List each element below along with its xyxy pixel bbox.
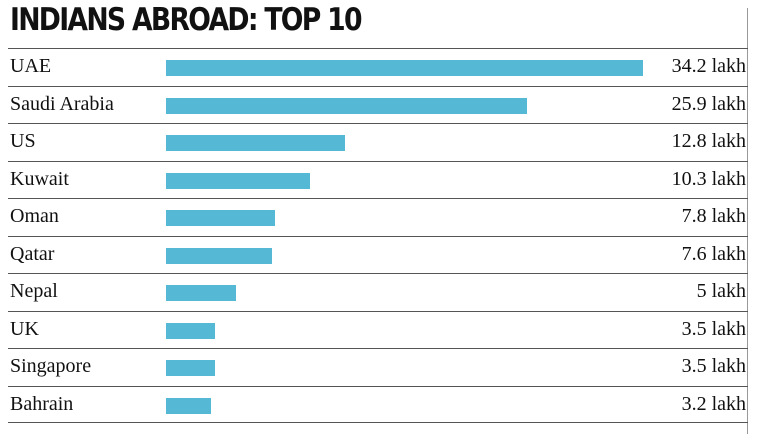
data-label: 7.8 lakh [681,205,746,227]
data-label: 3.5 lakh [681,355,746,377]
category-label: Singapore [10,355,92,377]
category-label: Kuwait [10,167,69,190]
bar-row: Nepal 5 lakh [8,273,748,311]
category-label: US [10,130,36,152]
data-label: 5 lakh [696,280,746,302]
bar [166,285,236,301]
category-label: Saudi Arabia [10,92,114,115]
bar-row: Saudi Arabia 25.9 lakh [8,85,748,124]
bar [166,322,215,339]
category-label: UK [10,317,39,340]
bar [166,97,527,114]
bar [166,247,272,264]
bar [166,135,345,151]
bar [166,60,643,76]
data-label: 3.2 lakh [681,392,746,415]
bar [166,397,211,414]
bar [166,210,275,226]
data-label: 7.6 lakh [681,242,746,265]
bar-row: US 12.8 lakh [8,123,748,161]
bar [166,172,310,189]
category-label: Nepal [10,280,58,302]
data-label: 10.3 lakh [671,167,746,190]
category-label: UAE [10,55,52,77]
category-label: Oman [10,205,59,227]
bar-row: Singapore 3.5 lakh [8,348,748,386]
data-label: 12.8 lakh [671,130,746,152]
bar-row: UAE 34.2 lakh [8,48,748,86]
bar-row: Kuwait 10.3 lakh [8,160,748,199]
bar-row: Qatar 7.6 lakh [8,235,748,274]
frame-border [747,8,748,434]
bar-row: Oman 7.8 lakh [8,198,748,236]
bar-rows: UAE 34.2 lakh Saudi Arabia 25.9 lakh US 12.8 … [8,48,748,423]
data-label: 34.2 lakh [671,55,746,77]
bar-row: Bahrain 3.2 lakh [8,385,748,423]
data-label: 3.5 lakh [681,317,746,340]
data-label: 25.9 lakh [671,92,746,115]
chart-frame: INDIANS ABROAD: TOP 10 UAE 34.2 lakh Saudi… [8,0,748,436]
chart-title: INDIANS ABROAD: TOP 10 [10,2,363,38]
category-label: Bahrain [10,392,74,415]
bar [166,360,215,376]
category-label: Qatar [10,242,55,265]
bar-row: UK 3.5 lakh [8,310,748,349]
